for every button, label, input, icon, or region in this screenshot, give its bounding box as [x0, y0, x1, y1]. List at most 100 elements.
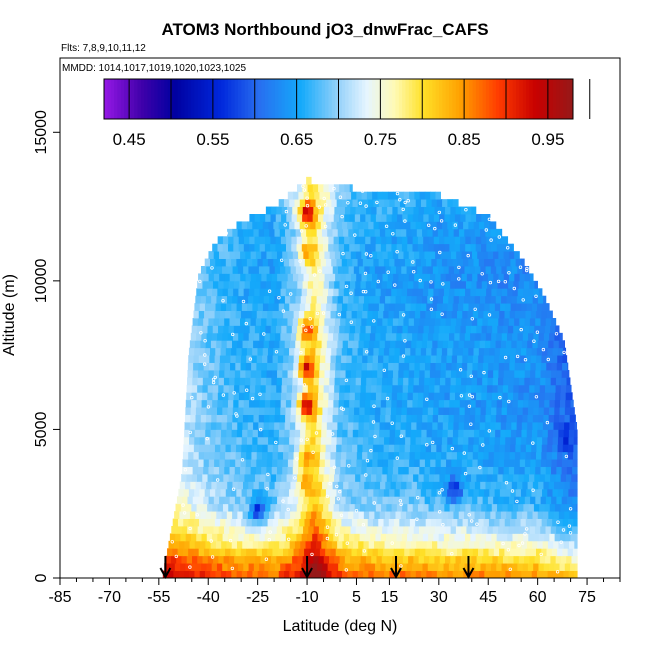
heat-cell [559, 533, 566, 542]
heat-cell [297, 206, 304, 215]
heat-cell [342, 340, 349, 349]
heat-cell [288, 548, 294, 557]
heat-cell [366, 191, 373, 200]
heat-cell [374, 540, 380, 549]
heat-cell [482, 251, 489, 259]
measurement-point [382, 368, 386, 372]
heat-cell [530, 362, 537, 371]
heat-cell [396, 288, 403, 297]
heat-cell [414, 191, 421, 200]
heat-cell [398, 251, 404, 259]
heat-cell [558, 340, 565, 349]
heat-cell [479, 511, 486, 519]
heat-cell [521, 422, 528, 430]
heat-cell [193, 310, 200, 319]
measurement-point [205, 436, 209, 441]
heat-cell [453, 540, 459, 549]
heat-cell [320, 570, 327, 579]
heat-cell [486, 474, 493, 482]
heat-cell [196, 288, 202, 297]
measurement-point [181, 503, 185, 507]
heat-cell [457, 570, 464, 579]
heat-cell [544, 503, 551, 512]
heat-cell [318, 384, 325, 393]
heat-cell [309, 518, 316, 527]
heat-cell [203, 459, 210, 467]
heat-cell [453, 414, 460, 423]
heat-cell [385, 295, 391, 304]
heat-cell [527, 295, 534, 304]
heat-cell [448, 511, 454, 519]
measurement-point [182, 511, 187, 515]
heat-cell [260, 474, 266, 482]
measurement-point [415, 517, 419, 521]
heat-cell [504, 310, 511, 319]
colorbar-swatch [435, 79, 440, 119]
measurement-point [441, 523, 445, 527]
heat-cell [263, 295, 270, 304]
heat-cell [535, 459, 542, 467]
heat-cell [331, 347, 337, 356]
heat-cell [380, 533, 387, 542]
heat-cell [529, 280, 535, 289]
heat-cell [201, 399, 208, 408]
heat-cell [377, 548, 384, 557]
heat-cell [389, 570, 396, 579]
measurement-point [467, 404, 472, 408]
measurement-point [353, 233, 357, 237]
heat-cell [400, 228, 407, 237]
heat-cell [527, 422, 533, 430]
heat-cell [401, 481, 407, 490]
measurement-point [232, 391, 236, 395]
heat-cell [356, 191, 363, 200]
heat-cell [374, 511, 381, 519]
heat-cell [326, 303, 332, 311]
heat-cell [505, 303, 512, 311]
heat-cell [474, 414, 481, 423]
heat-cell [280, 236, 287, 245]
heat-cell [179, 511, 186, 519]
heat-cell [385, 533, 392, 542]
heat-cell [421, 340, 428, 349]
heat-cell [332, 563, 339, 571]
heat-cell [203, 362, 210, 371]
heat-cell [269, 295, 275, 304]
heat-cell [512, 288, 519, 297]
heat-cell [365, 392, 372, 401]
heat-cell [469, 228, 476, 237]
heat-cell [429, 370, 436, 378]
heat-cell [326, 429, 333, 438]
arrow-head [159, 567, 172, 580]
heat-cell [281, 325, 287, 334]
heat-cell [465, 384, 472, 393]
heat-cell [417, 332, 424, 341]
heat-cell [189, 422, 196, 430]
heat-cell [426, 199, 432, 207]
heat-cell [397, 392, 403, 401]
heat-cell [327, 407, 334, 415]
heat-cell [556, 526, 562, 534]
colorbar-tick-label: 0.95 [531, 130, 564, 149]
colorbar-swatch [150, 79, 155, 119]
heat-cell [547, 570, 554, 579]
heat-cell [252, 258, 258, 267]
heat-cell [454, 563, 460, 571]
heat-cell [284, 511, 291, 519]
heat-cell [474, 540, 480, 549]
heat-cell [491, 288, 498, 297]
heat-cell [240, 318, 246, 326]
heat-cell [250, 466, 257, 475]
colorbar-swatch [234, 79, 239, 119]
heat-cell [451, 273, 457, 282]
heat-cell [209, 488, 216, 497]
heat-cell [545, 526, 552, 534]
heat-cell [315, 221, 322, 230]
heat-cell [298, 273, 304, 282]
heat-cell [439, 555, 446, 564]
heat-cell [498, 459, 505, 467]
heat-cell [395, 422, 402, 430]
heat-cell [408, 251, 415, 259]
heat-cell [570, 392, 573, 401]
heat-cell [242, 295, 249, 304]
heat-cell [341, 444, 348, 453]
